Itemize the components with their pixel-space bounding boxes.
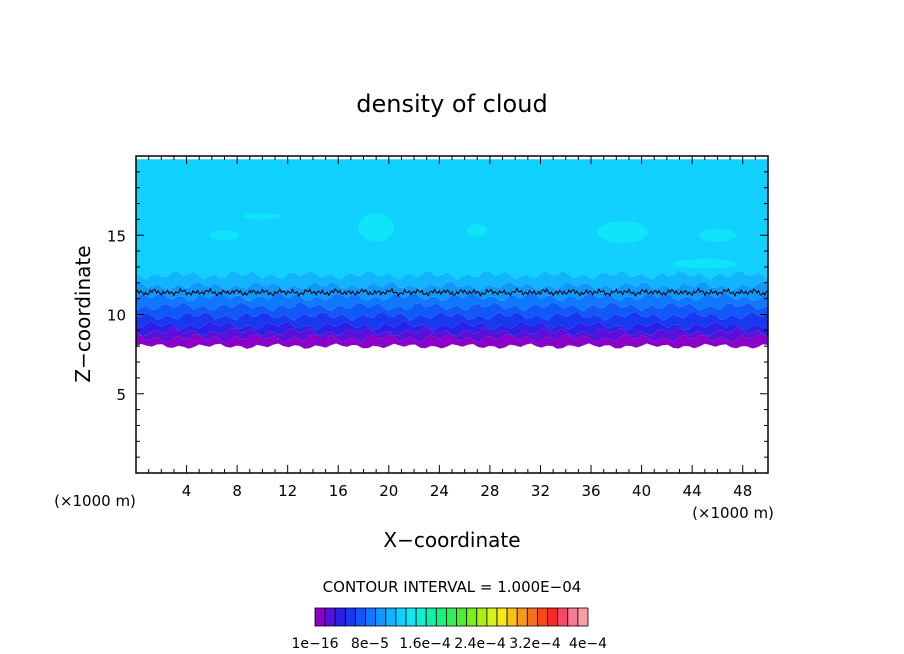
- density-band: [136, 311, 768, 330]
- x-tick-label: 48: [733, 482, 752, 500]
- colorbar-swatch: [476, 607, 488, 627]
- x-unit-label: (×1000 m): [692, 504, 774, 522]
- cloud-patch: [597, 220, 648, 244]
- colorbar-swatch: [506, 607, 518, 627]
- colorbar-label: 2.4e−4: [454, 636, 506, 652]
- colorbar-swatch: [324, 607, 336, 627]
- x-tick-label: 12: [278, 482, 297, 500]
- density-band: [136, 327, 768, 343]
- colorbar-swatch: [567, 607, 579, 627]
- colorbar-label: 1e−16: [291, 636, 338, 652]
- x-tick-label: 24: [430, 482, 449, 500]
- y-tick-label: 5: [116, 386, 126, 404]
- cloud-patch: [673, 259, 737, 269]
- x-tick-label: 8: [232, 482, 242, 500]
- cloud-patch: [358, 213, 394, 242]
- colorbar-swatch: [557, 607, 569, 627]
- colorbar-swatch: [365, 607, 377, 627]
- density-band: [136, 270, 768, 291]
- colorbar-swatch: [425, 607, 437, 627]
- x-tick-label: 32: [531, 482, 550, 500]
- density-band: [136, 334, 768, 349]
- x-tick-label: 16: [329, 482, 348, 500]
- colorbar-swatch: [496, 607, 508, 627]
- colorbar-swatch: [344, 607, 356, 627]
- density-band: [136, 292, 768, 312]
- density-band: [136, 320, 768, 337]
- colorbar-labels: 1e−16 8e−5 1.6e−4 2.4e−4 3.2e−4 4e−4: [291, 636, 607, 652]
- contour-interval-label: CONTOUR INTERVAL = 1.000E−04: [323, 578, 582, 596]
- cloud-patch: [467, 224, 488, 237]
- colorbar-swatch: [355, 607, 366, 627]
- y-tick-label: 15: [107, 227, 126, 245]
- colorbar-swatch: [375, 607, 387, 627]
- z-unit-label: (×1000 m): [54, 492, 136, 510]
- chart-title: density of cloud: [356, 90, 547, 118]
- colorbar-swatch: [314, 607, 326, 627]
- x-tick-label: 40: [632, 482, 651, 500]
- colorbar-swatch: [334, 607, 346, 627]
- cloud-patch: [243, 213, 282, 220]
- cloud-patch: [209, 230, 240, 241]
- colorbar-swatch: [395, 607, 407, 627]
- x-axis-label: X−coordinate: [383, 528, 520, 552]
- density-band: [136, 159, 768, 280]
- cloud-patch: [698, 228, 737, 242]
- colorbar-swatch: [385, 607, 397, 627]
- x-tick-label: 20: [379, 482, 398, 500]
- x-tick-label: 36: [581, 482, 600, 500]
- colorbar-label: 3.2e−4: [509, 636, 561, 652]
- y-tick-label: 10: [107, 307, 126, 325]
- colorbar-label: 1.6e−4: [399, 636, 451, 652]
- colorbar: [314, 607, 589, 627]
- y-axis-label: Z−coordinate: [71, 245, 95, 382]
- colorbar-swatch: [486, 607, 498, 627]
- colorbar-swatch: [466, 607, 478, 627]
- colorbar-swatch: [446, 607, 457, 627]
- colorbar-swatch: [405, 607, 417, 627]
- colorbar-swatch: [547, 607, 559, 627]
- colorbar-label: 4e−4: [569, 636, 607, 652]
- colorbar-swatch: [537, 607, 548, 627]
- colorbar-label: 8e−5: [351, 636, 389, 652]
- contour-line: [135, 287, 769, 298]
- colorbar-swatch: [456, 607, 468, 627]
- colorbar-swatch: [516, 607, 528, 627]
- x-tick-label: 44: [683, 482, 702, 500]
- colorbar-swatch: [435, 607, 447, 627]
- x-tick-label: 28: [480, 482, 499, 500]
- x-tick-label: 4: [182, 482, 192, 500]
- density-field: [135, 159, 769, 349]
- colorbar-swatch: [415, 607, 427, 627]
- colorbar-swatch: [577, 607, 589, 627]
- colorbar-swatch: [526, 607, 538, 627]
